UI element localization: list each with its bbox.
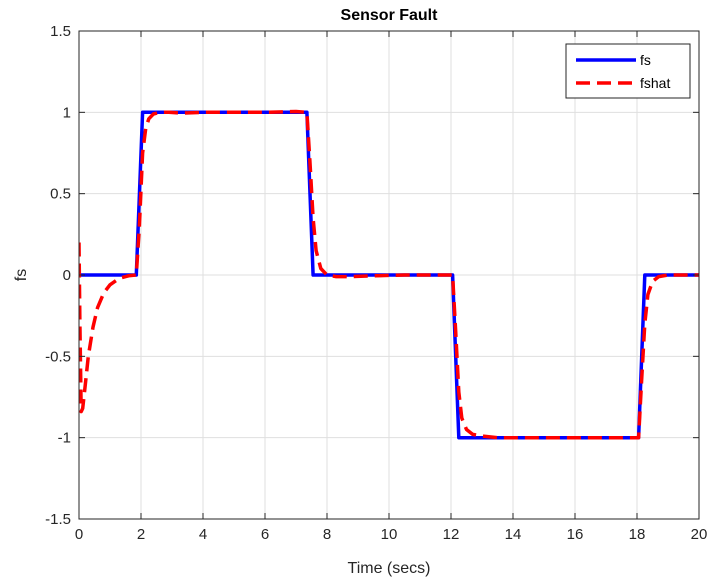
y-tick-label: -1.5 — [45, 511, 71, 528]
x-tick-label: 14 — [505, 526, 522, 543]
x-tick-label: 10 — [381, 526, 398, 543]
x-tick-label: 16 — [567, 526, 584, 543]
series-line-fshat — [79, 109, 699, 440]
y-tick-label: 0.5 — [50, 186, 71, 203]
x-tick-label: 8 — [323, 526, 331, 543]
ticks: 0 2 4 6 8 10 12 14 16 18 20 -1.5 -1 -0.5 0 0.5 1 1.5 — [45, 23, 707, 543]
y-tick-label: 1.5 — [50, 23, 71, 40]
legend: fs fshat — [565, 43, 691, 99]
x-tick-label: 20 — [691, 526, 708, 543]
x-axis-label: Time (secs) — [348, 560, 431, 577]
x-tick-label: 18 — [629, 526, 646, 543]
y-axis-label: fs — [13, 269, 30, 281]
y-tick-label: 0 — [63, 267, 71, 284]
chart-title: Sensor Fault — [341, 7, 439, 24]
x-tick-label: 4 — [199, 526, 207, 543]
legend-box — [565, 43, 691, 99]
series-layer — [79, 109, 699, 440]
y-tick-label: -1 — [58, 430, 71, 447]
legend-label-fs: fs — [640, 52, 651, 68]
x-tick-label: 6 — [261, 526, 269, 543]
y-tick-label: 1 — [63, 104, 71, 121]
x-tick-label: 2 — [137, 526, 145, 543]
y-tick-label: -0.5 — [45, 348, 71, 365]
x-tick-label: 12 — [443, 526, 460, 543]
x-tick-label: 0 — [75, 526, 83, 543]
legend-label-fshat: fshat — [640, 75, 670, 91]
